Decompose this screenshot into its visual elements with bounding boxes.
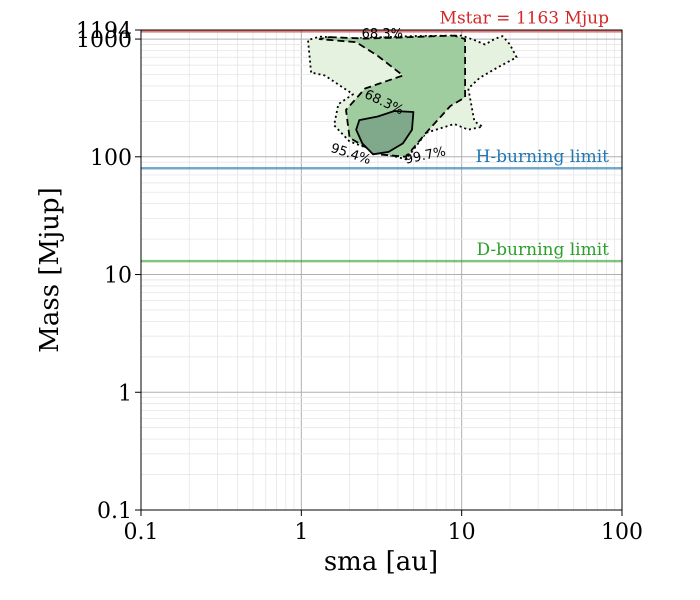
x-tick-label: 1 bbox=[294, 520, 308, 545]
contour-label: 68.3% bbox=[362, 27, 403, 42]
contours bbox=[307, 34, 518, 161]
contour-solid bbox=[355, 110, 415, 156]
contour-dashed bbox=[318, 34, 467, 158]
reference-lines: Mstar = 1163 Mjup H-burning limit D-burnin… bbox=[141, 8, 622, 263]
y-tick-label: 1000 bbox=[76, 28, 132, 53]
reference-line-label: Mstar = 1163 Mjup bbox=[440, 8, 610, 28]
y-tick-label: 1194 bbox=[76, 19, 132, 44]
x-tick-label: 0.1 bbox=[124, 520, 159, 545]
reference-line-label: D-burning limit bbox=[476, 240, 609, 260]
reference-line-label: H-burning limit bbox=[476, 147, 610, 167]
x-axis-title: sma [au] bbox=[324, 547, 438, 577]
grid bbox=[140, 30, 622, 511]
y-tick-label: 10 bbox=[104, 264, 132, 289]
y-axis-title: Mass [Mjup] bbox=[35, 187, 65, 352]
x-tick-label: 10 bbox=[448, 520, 476, 545]
y-tick-label: 0.1 bbox=[97, 499, 132, 524]
plot-frame bbox=[140, 29, 623, 511]
y-tick-label: 1 bbox=[118, 381, 132, 406]
y-tick-label: 100 bbox=[90, 146, 132, 171]
x-tick-label: 100 bbox=[601, 520, 643, 545]
